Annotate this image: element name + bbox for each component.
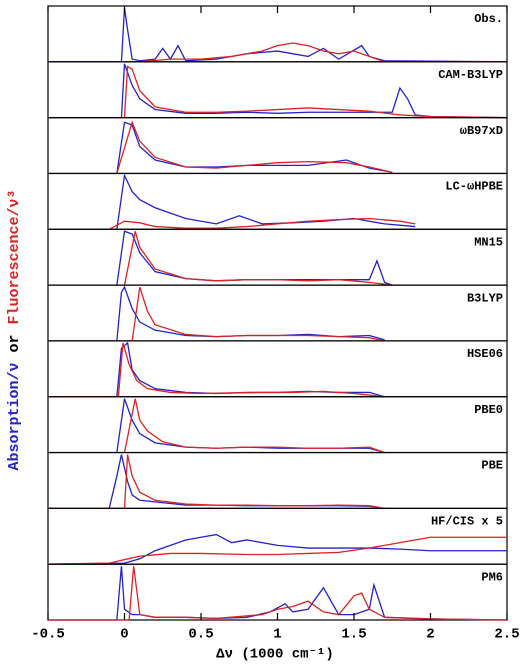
panel-frame: [47, 340, 508, 398]
spectrum-line: [48, 63, 508, 119]
spectrum-line: [116, 173, 416, 230]
x-tick-label: 1.5: [341, 627, 366, 643]
x-tick-label: 2.5: [494, 627, 519, 643]
spectrum-line: [108, 454, 385, 510]
x-tick-label: 0: [120, 627, 128, 643]
panel-label: HF/CIS x 5: [431, 515, 503, 529]
panel-label: ωB97xD: [460, 124, 503, 138]
x-tick-label: 2: [426, 627, 434, 643]
spectrum-line: [116, 398, 385, 454]
panel-frame: [47, 172, 508, 230]
x-tick-label: -0.5: [31, 627, 65, 643]
panel-frame: [47, 396, 508, 454]
spectrum-line: [47, 533, 507, 565]
panel-label: PBE0: [474, 403, 503, 417]
panel-frame: [47, 228, 508, 286]
x-tick-label: 0.5: [188, 627, 213, 643]
spectrum-line: [116, 230, 393, 286]
panel-label: B3LYP: [467, 291, 503, 305]
panel-label: PBE: [481, 459, 503, 473]
panel-label: CAM-B3LYP: [438, 68, 503, 82]
spectrum-line: [48, 566, 508, 621]
x-tick-label: 1: [273, 627, 281, 643]
panel-label: LC-ωHPBE: [445, 180, 503, 194]
spectrum-line: [116, 285, 385, 341]
spectrum-line: [139, 42, 507, 63]
spectrum-line: [47, 536, 507, 565]
panel-label: MN15: [474, 235, 503, 249]
spectrum-line: [48, 454, 385, 510]
y-label-part: Absorption/ν: [6, 363, 23, 471]
spectrum-line: [116, 120, 393, 174]
x-axis-label: Δν (1000 cm⁻¹): [216, 647, 334, 663]
spectrum-line: [48, 342, 385, 398]
spectrum-line: [48, 65, 508, 119]
panel-frame: [47, 5, 508, 63]
spectrum-line: [48, 7, 508, 63]
y-label-part: or: [6, 334, 23, 352]
y-axis-label: Absorption/ν or Fluorescence/ν³: [6, 189, 23, 470]
panel-label: HSE06: [467, 347, 503, 361]
spectrum-line: [123, 398, 385, 454]
spectrum-line: [108, 217, 416, 230]
spectrum-line: [48, 286, 385, 342]
panel-label: Obs.: [474, 12, 503, 26]
panel-frame: [47, 451, 508, 509]
spectrum-line: [123, 231, 393, 286]
panel-frame: [47, 284, 508, 342]
y-label-part: Fluorescence/ν³: [6, 189, 23, 324]
spectrum-line: [116, 121, 393, 174]
spectrum-line: [48, 566, 508, 621]
panel-label: PM6: [481, 570, 503, 584]
spectrum-line: [116, 341, 385, 398]
panel-frame: [47, 563, 508, 621]
